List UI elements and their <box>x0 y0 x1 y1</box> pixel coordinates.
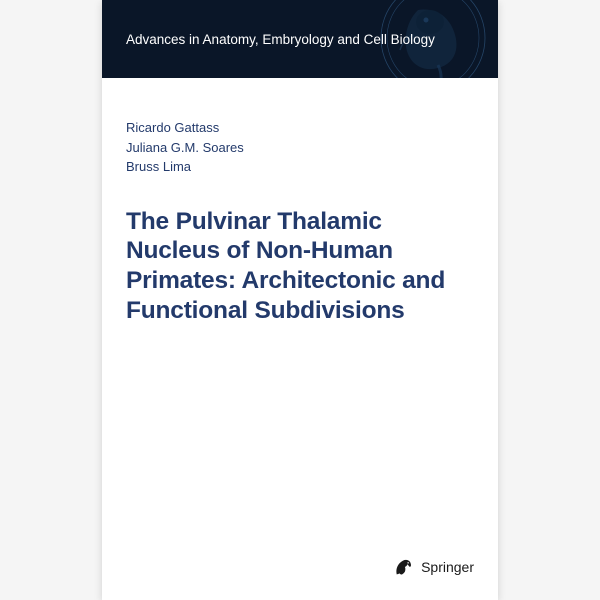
title-block: The Pulvinar Thalamic Nucleus of Non-Hum… <box>102 177 498 327</box>
book-cover: Advances in Anatomy, Embryology and Cell… <box>102 0 498 600</box>
authors-block: Ricardo Gattass Juliana G.M. Soares Brus… <box>102 78 498 177</box>
author-1: Ricardo Gattass <box>126 118 474 138</box>
book-title: The Pulvinar Thalamic Nucleus of Non-Hum… <box>126 207 474 327</box>
series-bar: Advances in Anatomy, Embryology and Cell… <box>102 0 498 78</box>
springer-horse-icon <box>393 556 415 578</box>
author-2: Juliana G.M. Soares <box>126 138 474 158</box>
publisher-block: Springer <box>393 556 474 578</box>
publisher-name: Springer <box>421 559 474 575</box>
author-3: Bruss Lima <box>126 157 474 177</box>
series-title: Advances in Anatomy, Embryology and Cell… <box>126 32 435 47</box>
